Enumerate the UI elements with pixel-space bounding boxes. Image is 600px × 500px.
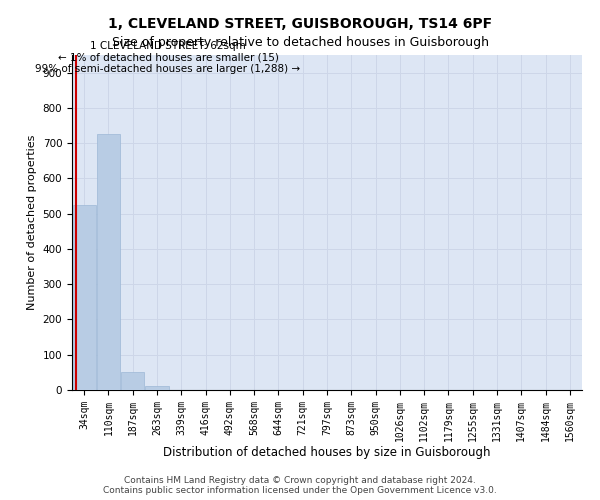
Bar xyxy=(121,372,144,390)
Text: Size of property relative to detached houses in Guisborough: Size of property relative to detached ho… xyxy=(112,36,488,49)
X-axis label: Distribution of detached houses by size in Guisborough: Distribution of detached houses by size … xyxy=(163,446,491,460)
Bar xyxy=(73,205,95,390)
Text: 1 CLEVELAND STREET: 62sqm
← 1% of detached houses are smaller (15)
99% of semi-d: 1 CLEVELAND STREET: 62sqm ← 1% of detach… xyxy=(35,41,301,74)
Text: Contains HM Land Registry data © Crown copyright and database right 2024.
Contai: Contains HM Land Registry data © Crown c… xyxy=(103,476,497,495)
Bar xyxy=(145,386,169,390)
Y-axis label: Number of detached properties: Number of detached properties xyxy=(27,135,37,310)
Text: 1, CLEVELAND STREET, GUISBOROUGH, TS14 6PF: 1, CLEVELAND STREET, GUISBOROUGH, TS14 6… xyxy=(108,18,492,32)
Bar xyxy=(97,134,120,390)
